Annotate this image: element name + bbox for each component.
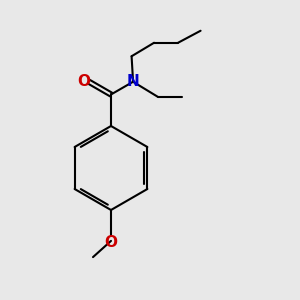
Text: O: O <box>104 235 118 250</box>
Text: N: N <box>127 74 140 89</box>
Text: O: O <box>77 74 90 89</box>
